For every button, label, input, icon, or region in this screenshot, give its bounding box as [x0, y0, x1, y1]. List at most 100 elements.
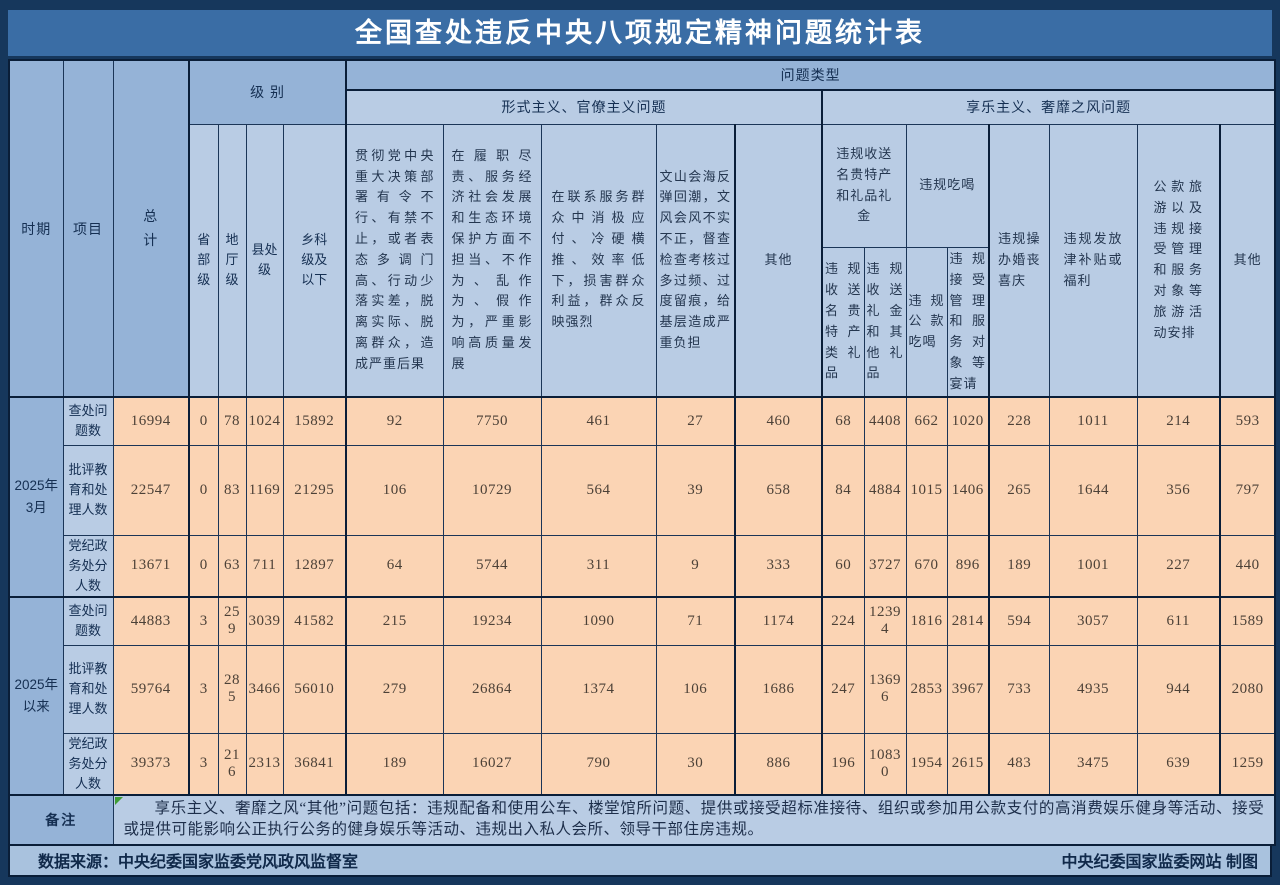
period-label: 2025年3月 — [8, 396, 64, 598]
col-group-problem-type: 问题类型 — [345, 59, 1276, 91]
value-cell: 3039 — [245, 596, 284, 646]
row-item-label: 查处问题数 — [62, 396, 114, 446]
col-header-formalism-1: 贯彻党中央重大决策部署有令不行、有禁不止，或者表态多调门高、行动少落实差，脱离实… — [345, 123, 444, 398]
col-header-formalism-other: 其他 — [734, 123, 823, 398]
header-row-problem-groups: 形式主义、官僚主义问题 享乐主义、奢靡之风问题 — [9, 89, 1276, 125]
value-cell: 265 — [988, 444, 1050, 536]
col-group-formalism: 形式主义、官僚主义问题 — [345, 89, 823, 125]
col-header-hedonism-travel: 公款旅游以及违规接受管理和服务对象等旅游活动安排 — [1136, 123, 1221, 398]
col-header-level-prefecture: 地厅级 — [217, 123, 247, 398]
value-cell: 2615 — [946, 732, 990, 796]
value-cell: 2853 — [905, 644, 948, 734]
value-cell: 1169 — [245, 444, 284, 536]
value-cell: 216 — [217, 732, 247, 796]
value-cell: 3 — [188, 596, 219, 646]
value-cell: 39373 — [112, 732, 190, 796]
value-cell: 60 — [821, 534, 865, 598]
remark-row: 备注 享乐主义、奢靡之风“其他”问题包括：违规配备和使用公车、楼堂馆所问题、提供… — [8, 793, 1276, 846]
footer-bar: 数据来源：中央纪委国家监委党风政风监督室 中央纪委国家监委网站 制图 — [8, 845, 1272, 877]
col-group-dining: 违规吃喝 — [905, 123, 990, 248]
value-cell: 1406 — [946, 444, 990, 536]
value-cell: 0 — [188, 396, 219, 446]
value-cell: 1020 — [946, 396, 990, 446]
value-cell: 611 — [1136, 596, 1221, 646]
value-cell: 594 — [988, 596, 1050, 646]
value-cell: 440 — [1219, 534, 1276, 598]
data-row: 2025年3月 查处问题数 16994 0 78 1024 15892 92 7… — [8, 396, 1276, 598]
col-header-hedonism-other: 其他 — [1219, 123, 1276, 398]
value-cell: 21295 — [282, 444, 347, 536]
data-row: 2025年以来 查处问题数 44883 3 259 3039 41582 215… — [8, 596, 1276, 796]
value-cell: 333 — [734, 534, 823, 598]
value-cell: 1686 — [734, 644, 823, 734]
value-cell: 1090 — [540, 596, 657, 646]
value-cell: 1374 — [540, 644, 657, 734]
value-cell: 1024 — [245, 396, 284, 446]
value-cell: 1816 — [905, 596, 948, 646]
value-cell: 279 — [345, 644, 444, 734]
value-cell: 10830 — [863, 732, 907, 796]
value-cell: 0 — [188, 534, 219, 598]
value-cell: 3727 — [863, 534, 907, 598]
value-cell: 12897 — [282, 534, 347, 598]
value-cell: 3466 — [245, 644, 284, 734]
value-cell: 658 — [734, 444, 823, 536]
value-cell: 63 — [217, 534, 247, 598]
remark-label: 备注 — [8, 793, 114, 846]
value-cell: 9 — [655, 534, 736, 598]
value-cell: 7750 — [442, 396, 542, 446]
row-item-label: 批评教育和处理人数 — [62, 444, 114, 536]
value-cell: 71 — [655, 596, 736, 646]
col-header-dining-banquets: 违规接受管理和服务对象等宴请 — [946, 246, 990, 398]
value-cell: 564 — [540, 444, 657, 536]
value-cell: 227 — [1136, 534, 1221, 598]
value-cell: 41582 — [282, 596, 347, 646]
value-cell: 662 — [905, 396, 948, 446]
col-header-gift-cash: 违规收送礼金和其他礼品 — [863, 246, 907, 398]
row-item-label: 批评教育和处理人数 — [62, 644, 114, 734]
col-header-level-county: 县处级 — [245, 123, 284, 398]
value-cell: 460 — [734, 396, 823, 446]
col-header-hedonism-weddings: 违规操办婚丧喜庆 — [988, 123, 1050, 398]
value-cell: 1174 — [734, 596, 823, 646]
value-cell: 39 — [655, 444, 736, 536]
col-header-hedonism-allowances: 违规发放津补贴或福利 — [1048, 123, 1138, 398]
col-header-formalism-3: 在联系服务群众中消极应付、冷硬横推、效率低下，损害群众利益，群众反映强烈 — [540, 123, 657, 398]
data-row: 批评教育和处理人数 22547 0 83 1169 21295 106 1072… — [9, 444, 1276, 536]
value-cell: 16994 — [112, 396, 190, 446]
value-cell: 886 — [734, 732, 823, 796]
value-cell: 1011 — [1048, 396, 1138, 446]
value-cell: 1015 — [905, 444, 948, 536]
col-header-gift-specialty: 违规收送名贵特产类礼品 — [821, 246, 865, 398]
value-cell: 3 — [188, 644, 219, 734]
value-cell: 0 — [188, 444, 219, 536]
value-cell: 214 — [1136, 396, 1221, 446]
value-cell: 3057 — [1048, 596, 1138, 646]
col-header-level-township: 乡科级及以下 — [282, 123, 347, 398]
value-cell: 247 — [821, 644, 865, 734]
row-item-label: 查处问题数 — [62, 596, 114, 646]
value-cell: 311 — [540, 534, 657, 598]
value-cell: 3967 — [946, 644, 990, 734]
value-cell: 36841 — [282, 732, 347, 796]
stats-table: 时期 项目 总计 级 别 问题类型 形式主义、官僚主义问题 享乐主义、奢靡之风问… — [8, 59, 1277, 846]
remark-text: 享乐主义、奢靡之风“其他”问题包括：违规配备和使用公车、楼堂馆所问题、提供或接受… — [123, 799, 1265, 838]
value-cell: 78 — [217, 396, 247, 446]
header-row-columns: 省部级 地厅级 县处级 乡科级及以下 贯彻党中央重大决策部署有令不行、有禁不止，… — [9, 123, 1276, 398]
value-cell: 790 — [540, 732, 657, 796]
value-cell: 593 — [1219, 396, 1276, 446]
value-cell: 92 — [345, 396, 444, 446]
credit-label: 中央纪委国家监委网站 制图 — [1061, 854, 1258, 872]
value-cell: 84 — [821, 444, 865, 536]
col-header-dining-public-funds: 违规公款吃喝 — [905, 246, 948, 398]
value-cell: 461 — [540, 396, 657, 446]
value-cell: 19234 — [442, 596, 542, 646]
value-cell: 26864 — [442, 644, 542, 734]
value-cell: 59764 — [112, 644, 190, 734]
col-group-hedonism: 享乐主义、奢靡之风问题 — [821, 89, 1276, 125]
col-header-item: 项目 — [62, 59, 114, 398]
value-cell: 639 — [1136, 732, 1221, 796]
value-cell: 1259 — [1219, 732, 1276, 796]
value-cell: 27 — [655, 396, 736, 446]
value-cell: 1954 — [905, 732, 948, 796]
